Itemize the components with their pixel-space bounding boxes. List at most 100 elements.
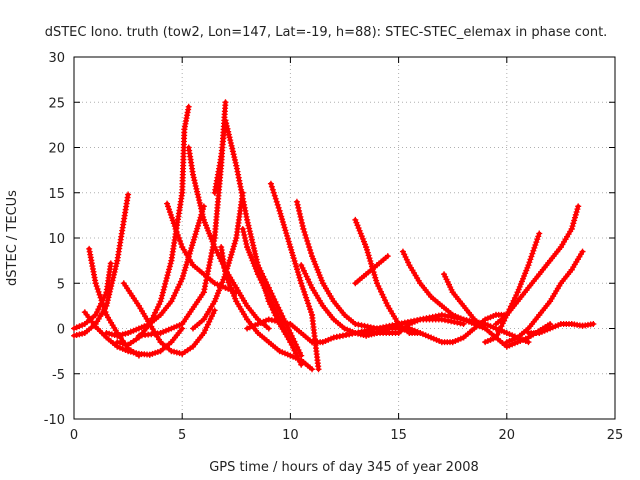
data-point xyxy=(130,349,137,356)
data-point xyxy=(568,225,575,232)
data-point xyxy=(283,230,290,237)
data-point xyxy=(248,233,255,240)
data-point xyxy=(248,254,255,261)
data-point xyxy=(305,300,312,307)
data-point xyxy=(125,330,132,337)
data-point xyxy=(514,289,521,296)
data-point xyxy=(92,280,99,287)
data-point xyxy=(196,199,203,206)
data-point xyxy=(257,319,264,326)
data-point xyxy=(94,286,101,293)
data-point xyxy=(590,320,597,327)
data-point xyxy=(307,306,314,313)
data-point xyxy=(241,235,248,241)
data-point xyxy=(193,185,200,192)
data-point xyxy=(225,260,232,267)
x-tick-label: 5 xyxy=(178,428,186,443)
data-point xyxy=(296,274,303,281)
data-point xyxy=(309,366,316,373)
data-point xyxy=(231,154,238,161)
data-point xyxy=(254,320,261,327)
series-6 xyxy=(114,103,192,348)
data-point xyxy=(482,339,489,346)
data-point xyxy=(251,248,258,255)
data-point xyxy=(517,281,524,288)
data-point xyxy=(296,207,303,214)
data-point xyxy=(541,327,548,334)
y-tick-label: 15 xyxy=(48,187,65,202)
data-point xyxy=(286,241,293,248)
data-point xyxy=(402,254,409,261)
data-point xyxy=(309,253,316,260)
data-point xyxy=(572,211,579,218)
data-point xyxy=(534,236,541,243)
data-point xyxy=(292,260,299,267)
data-point xyxy=(291,257,298,264)
data-point xyxy=(523,267,530,274)
data-point xyxy=(165,203,172,210)
data-point xyxy=(310,255,317,262)
data-point xyxy=(570,220,577,227)
data-point xyxy=(311,258,318,265)
data-point xyxy=(503,339,510,346)
chart-title: dSTEC Iono. truth (tow2, Lon=147, Lat=-1… xyxy=(45,25,608,40)
data-point xyxy=(371,271,378,278)
series-1 xyxy=(71,191,132,339)
data-point xyxy=(122,330,129,337)
data-point xyxy=(76,331,83,338)
series-29 xyxy=(503,248,586,346)
data-point xyxy=(524,264,531,271)
data-point xyxy=(180,270,187,277)
data-point xyxy=(99,300,106,307)
data-point xyxy=(425,333,432,340)
data-point xyxy=(239,189,246,196)
data-point xyxy=(244,219,251,226)
data-point xyxy=(104,297,111,304)
series-7 xyxy=(120,280,218,357)
data-point xyxy=(187,247,194,254)
data-point xyxy=(520,336,527,343)
data-point xyxy=(301,288,308,295)
series-track xyxy=(87,246,141,358)
grid-lines xyxy=(74,57,615,419)
data-point xyxy=(526,259,533,266)
data-point xyxy=(190,174,197,181)
data-point xyxy=(192,180,199,187)
data-point xyxy=(226,257,233,264)
data-point xyxy=(231,156,238,163)
data-point xyxy=(372,274,379,281)
data-point xyxy=(307,247,314,254)
data-point xyxy=(503,330,510,337)
data-point xyxy=(252,250,259,257)
data-point xyxy=(279,218,286,225)
data-point xyxy=(356,227,363,234)
data-point xyxy=(157,298,164,305)
data-point xyxy=(484,315,491,322)
data-point xyxy=(162,327,169,334)
data-point xyxy=(190,171,197,178)
data-point xyxy=(364,249,371,256)
data-point xyxy=(357,230,364,237)
data-point xyxy=(532,241,539,248)
data-point xyxy=(302,231,309,238)
data-point xyxy=(176,350,183,357)
data-point xyxy=(208,235,215,242)
data-point xyxy=(243,241,250,248)
data-point xyxy=(282,227,289,234)
x-tick-label: 20 xyxy=(499,428,516,443)
series-track xyxy=(186,145,271,331)
data-point xyxy=(149,350,156,357)
data-point xyxy=(246,249,253,256)
data-point xyxy=(260,318,267,325)
data-point xyxy=(533,239,540,246)
data-point xyxy=(218,282,225,289)
data-point xyxy=(298,216,305,223)
data-point xyxy=(490,335,497,342)
data-point xyxy=(289,249,296,256)
data-point xyxy=(193,228,200,235)
data-point xyxy=(127,328,134,335)
data-point xyxy=(227,284,234,291)
data-point xyxy=(185,103,192,110)
data-point xyxy=(355,225,362,232)
data-point xyxy=(176,322,183,329)
